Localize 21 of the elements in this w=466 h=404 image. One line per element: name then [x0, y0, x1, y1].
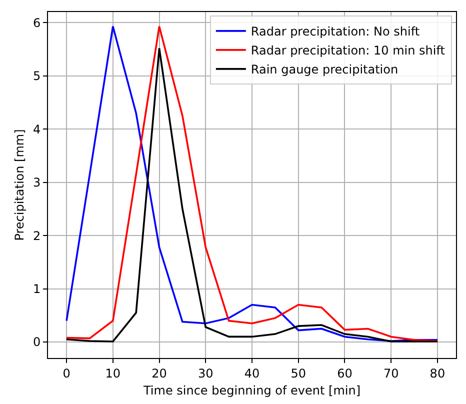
y-tick-label: 3 — [32, 176, 41, 190]
y-axis-title: Precipitation [mm] — [12, 129, 26, 241]
x-tick-label: 80 — [430, 366, 446, 380]
x-tick-label: 10 — [105, 366, 121, 380]
legend-label: Radar precipitation: 10 min shift — [250, 44, 446, 58]
x-axis-title: Time since beginning of event [min] — [142, 383, 361, 398]
y-tick-label: 0 — [32, 335, 41, 350]
y-tick-label: 5 — [32, 69, 41, 84]
x-tick-label: 40 — [244, 366, 260, 380]
x-tick-label: 0 — [62, 366, 70, 380]
legend-label: Rain gauge precipitation — [250, 62, 398, 77]
y-tick-label: 4 — [32, 122, 41, 136]
legend-label: Radar precipitation: No shift — [250, 24, 420, 39]
y-tick-label: 2 — [32, 228, 41, 243]
x-tick-label: 60 — [337, 366, 352, 380]
x-tick-label: 30 — [198, 366, 214, 380]
x-tick-label: 50 — [290, 366, 306, 380]
x-tick-label: 70 — [383, 366, 399, 380]
y-tick-label: 6 — [32, 16, 41, 30]
x-tick-label: 20 — [152, 366, 167, 380]
y-tick-label: 1 — [32, 282, 41, 296]
